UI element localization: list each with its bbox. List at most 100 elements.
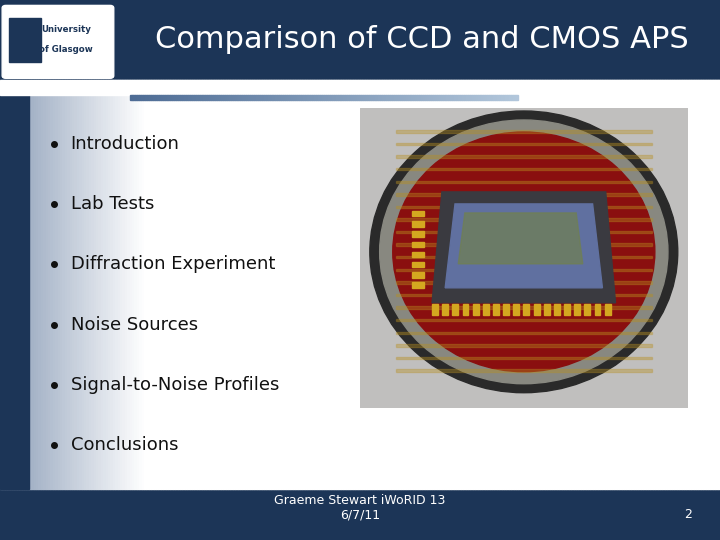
Bar [454, 95, 456, 100]
Bar [462, 305, 469, 315]
Bar [182, 95, 184, 100]
Bar [495, 80, 497, 489]
Bar [185, 80, 187, 489]
Bar [7, 80, 9, 489]
Bar [34, 80, 36, 489]
Bar [19, 80, 22, 489]
Text: Diffraction Experiment: Diffraction Experiment [71, 255, 275, 273]
Bar [672, 80, 675, 489]
Bar [189, 80, 192, 489]
Bar [176, 95, 179, 100]
Text: Introduction: Introduction [71, 135, 179, 153]
Bar [243, 80, 245, 489]
Bar [456, 95, 458, 100]
Bar [382, 80, 384, 489]
Bar [473, 80, 475, 489]
Bar [490, 80, 492, 489]
Bar [459, 80, 461, 489]
Bar [396, 369, 652, 372]
Bar [142, 80, 144, 489]
Bar [225, 95, 227, 100]
Bar [140, 95, 141, 100]
Bar [357, 95, 359, 100]
Bar [452, 305, 458, 315]
Bar [218, 80, 221, 489]
Bar [403, 80, 405, 489]
Bar [396, 281, 652, 284]
Bar [22, 80, 24, 489]
Bar [0, 0, 720, 80]
Bar [523, 305, 529, 315]
Bar [31, 80, 34, 489]
Bar [299, 95, 301, 100]
Bar [396, 206, 652, 208]
Bar [574, 80, 576, 489]
Bar [696, 80, 698, 489]
Bar [427, 80, 430, 489]
Bar [463, 80, 466, 489]
Bar [24, 80, 27, 489]
Bar [135, 80, 137, 489]
Bar [305, 80, 307, 489]
Bar [161, 80, 163, 489]
Bar [285, 95, 287, 100]
Bar [476, 95, 477, 100]
Bar [510, 95, 513, 100]
Bar [398, 80, 401, 489]
Bar [261, 80, 264, 489]
Bar [194, 80, 197, 489]
Bar [197, 80, 199, 489]
Bar [435, 95, 437, 100]
Bar [172, 95, 174, 100]
Bar [401, 80, 403, 489]
Bar [621, 80, 624, 489]
Bar [308, 95, 310, 100]
Bar [2, 80, 5, 489]
Bar [501, 95, 503, 100]
Bar [377, 80, 379, 489]
Bar [567, 80, 569, 489]
Bar [233, 80, 235, 489]
Bar [545, 80, 547, 489]
Bar [99, 80, 101, 489]
Bar [295, 80, 297, 489]
Bar [384, 95, 386, 100]
Bar [204, 95, 205, 100]
Bar [493, 305, 499, 315]
Bar [207, 80, 209, 489]
Bar [396, 130, 652, 133]
Bar [146, 80, 149, 489]
Bar [559, 80, 562, 489]
Bar [329, 80, 331, 489]
Bar [425, 95, 427, 100]
Bar [451, 80, 454, 489]
Bar [192, 80, 194, 489]
Bar [446, 80, 449, 489]
Bar [161, 95, 163, 100]
Bar [180, 95, 182, 100]
Bar [288, 80, 290, 489]
Bar [135, 95, 138, 100]
Bar [425, 80, 427, 489]
Bar [204, 80, 207, 489]
Bar [319, 80, 322, 489]
Bar [314, 95, 316, 100]
Bar [538, 80, 540, 489]
Bar [326, 80, 329, 489]
Bar [449, 95, 451, 100]
Bar [607, 80, 610, 489]
Bar [283, 80, 286, 489]
Bar [289, 95, 291, 100]
Bar [562, 80, 564, 489]
Bar [151, 95, 153, 100]
Bar [155, 95, 157, 100]
Bar [324, 95, 326, 100]
Bar [396, 180, 652, 183]
Bar [347, 95, 349, 100]
Bar [366, 95, 369, 100]
Bar [252, 80, 254, 489]
Bar [301, 95, 302, 100]
Bar [27, 80, 29, 489]
Bar [127, 80, 130, 489]
Bar [421, 95, 423, 100]
